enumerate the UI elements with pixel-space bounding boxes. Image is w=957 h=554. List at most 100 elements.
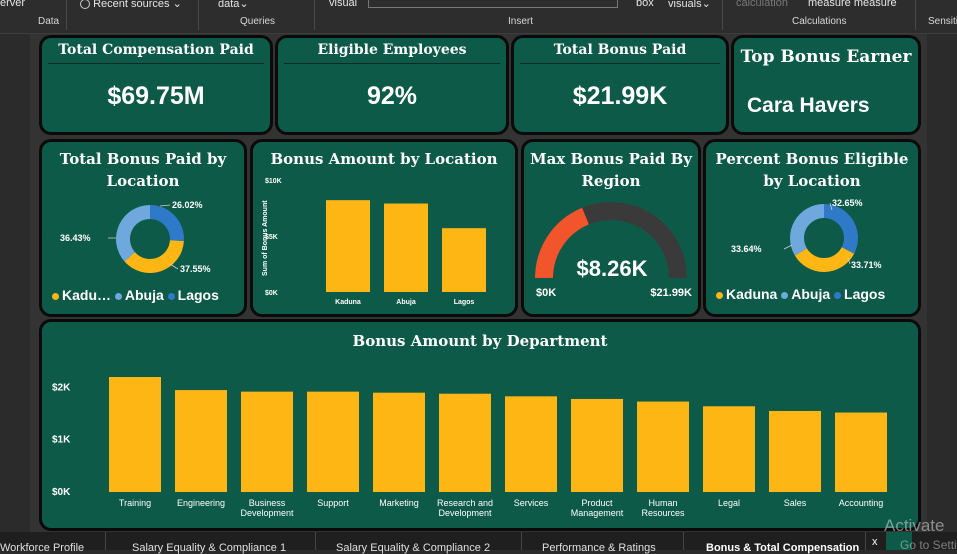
gauge-card-max-bonus[interactable]: Max Bonus Paid By Region $8.26K $0K $21.99… [521,139,701,317]
data-label: 33.71% [851,260,882,270]
gauge-max-label: $21.99K [650,287,692,299]
donut-card-bonus-by-location[interactable]: Total Bonus Paid by Location 26.02% 36.4… [39,139,247,317]
gauge-chart: $8.26K $0K $21.99K [535,202,692,299]
donut-slice-lagos[interactable] [150,205,184,242]
legend-item-lagos[interactable]: Lagos [834,286,885,302]
x-tick-label: Development [240,508,294,518]
ribbon-group-sensitivity: Sensiti [928,16,957,27]
y-tick-label: $0K [52,487,71,498]
donut-chart: 32.65% 33.64% 33.71% [731,198,882,272]
close-icon[interactable]: x [872,536,878,548]
legend-item-kaduna[interactable]: Kadu… [52,287,111,303]
bar-services[interactable] [505,396,557,492]
donut-slice-lagos[interactable] [824,204,858,254]
new-visual-button[interactable]: visual [329,0,358,9]
ribbon-input[interactable] [368,0,618,8]
legend: Kadu… Abuja Lagos [52,287,219,303]
legend-item-kaduna[interactable]: Kaduna [716,286,777,302]
server-button[interactable]: erver [0,0,26,9]
chevron-down-icon: ⌄ [172,0,182,10]
visual-title: Bonus Amount by Location [270,150,498,168]
x-tick-label: Support [317,498,349,508]
x-tick-label: Development [438,508,492,518]
bar-human-resources[interactable] [637,401,689,492]
bar-kaduna[interactable] [326,200,370,292]
bar-marketing[interactable] [373,392,425,492]
visual-title: Max Bonus Paid By Region [529,150,693,190]
more-visuals-dropdown[interactable]: visuals⌄ [668,0,711,10]
bar-legal[interactable] [703,406,755,492]
y-tick-label: $2K [52,382,71,393]
bar-training[interactable] [109,377,161,492]
bar-accounting[interactable] [835,412,887,492]
data-label: 36.43% [60,233,91,243]
legend-marker [716,291,723,299]
page-tabs: Workforce Profile Salary Equality & Comp… [0,532,957,554]
legend-item-abuja[interactable]: Abuja [114,287,164,303]
kpi-eligible-employees[interactable]: Eligible Employees 92% [275,35,509,135]
kpi-value: $69.75M [107,82,205,110]
donut-slice-kaduna[interactable] [794,247,855,272]
legend-marker [781,291,789,299]
bar-card-bonus-by-department[interactable]: Bonus Amount by Department $2K $1K $0K Trai… [39,319,921,531]
y-tick-label: $5K [265,234,278,241]
y-tick-label: $10K [265,178,282,185]
bar-engineering[interactable] [175,390,227,492]
donut-slice-kaduna[interactable] [124,240,184,273]
bar-abuja[interactable] [384,203,428,292]
kpi-total-compensation[interactable]: Total Compensation Paid $69.75M [39,35,273,135]
kpi-title: Total Compensation Paid [58,42,254,58]
bar-chart-location: Sum of Bonus Amount $10K $5K $0K Kaduna Abuj… [262,178,486,306]
bar-product-management[interactable] [571,398,623,492]
ribbon-divider [314,0,315,30]
tab-workforce-profile[interactable]: Workforce Profile [0,532,106,554]
gauge-fill[interactable] [535,207,589,278]
text-box-button[interactable]: box [636,0,654,9]
chevron-down-icon: ⌄ [239,0,249,10]
legend-marker [167,292,175,300]
bar-business-development[interactable] [241,391,293,492]
bar-support[interactable] [307,391,359,492]
ribbon-divider [66,0,67,30]
legend-item-lagos[interactable]: Lagos [167,287,219,303]
tab-salary-equality-1[interactable]: Salary Equality & Compliance 1 [130,532,316,554]
tab-performance-ratings[interactable]: Performance & Ratings [542,532,684,554]
data-label: 26.02% [172,200,203,210]
windows-activation-watermark: Activate [884,516,945,535]
x-tick-label: Marketing [379,498,419,508]
ribbon-group-data: Data [38,16,60,27]
leader-line [159,204,171,207]
add-page-button[interactable] [886,532,912,550]
tab-bonus-total-compensation[interactable]: Bonus & Total Compensation [706,532,866,554]
bar-sales[interactable] [769,410,821,492]
donut-chart: 26.02% 36.43% 37.55% [60,200,211,274]
data-label: 32.65% [832,198,863,208]
divider [520,63,720,64]
kpi-total-bonus[interactable]: Total Bonus Paid $21.99K [511,35,729,135]
bar-card-bonus-by-location[interactable]: Bonus Amount by Location Sum of Bonus Am… [250,139,518,317]
kpi-title: Eligible Employees [317,42,467,58]
ribbon-divider [722,0,723,30]
x-tick-label: Kaduna [335,299,361,306]
bar-research-and-development[interactable] [439,393,491,492]
windows-activation-hint: Go to Setti [900,538,957,552]
donut-slice-abuja[interactable] [790,204,824,256]
recent-sources-button[interactable]: Recent sources ⌄ [80,0,182,10]
divider [48,63,264,64]
donut-card-eligible-by-location[interactable]: Percent Bonus Eligible by Location 32.65… [703,139,921,317]
measure-button[interactable]: measure measure [808,0,897,9]
gauge-min-label: $0K [536,287,556,299]
kpi-value: Cara Havers [747,94,870,117]
visual-title: Percent Bonus Eligible by Location [715,150,909,190]
kpi-top-bonus-earner[interactable]: Top Bonus Earner Cara Havers [731,35,921,135]
data-dropdown[interactable]: data⌄ [218,0,249,10]
legend-item-abuja[interactable]: Abuja [781,286,830,302]
donut-slice-abuja[interactable] [116,205,150,262]
x-tick-label: Product [581,498,613,508]
legend-marker [114,292,122,300]
bar-lagos[interactable] [442,228,486,292]
new-calculation-button[interactable]: calculation [736,0,788,9]
tab-salary-equality-2[interactable]: Salary Equality & Compliance 2 [336,532,522,554]
x-tick-label: Services [514,498,549,508]
